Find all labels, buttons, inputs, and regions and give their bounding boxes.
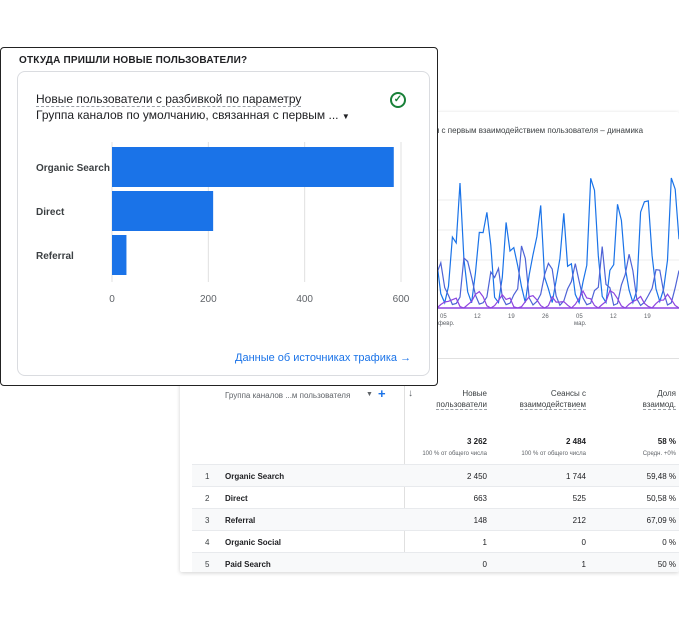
card-title: ОТКУДА ПРИШЛИ НОВЫЕ ПОЛЬЗОВАТЕЛИ? [19,55,248,66]
row-new-users: 148 [473,516,487,525]
x-tick-label: 19 [508,314,515,320]
x-tick-label: 26 [542,314,549,320]
arrow-right-icon: → [400,352,412,364]
category-label: Organic Search [36,163,110,174]
table-row[interactable]: 1 Organic Search 2 450 1 744 59,48 % [192,464,679,487]
x-tick-label: 05 [576,314,583,320]
x-tick-label: мар. [574,321,587,327]
column-header-engaged-sessions[interactable]: Сеансы с взаимодействием [519,389,586,410]
total-sub: 100 % от общего числа [422,451,487,457]
x-tick-label: 0 [109,294,115,305]
row-channel: Referral [225,516,256,525]
total-sub: 100 % от общего числа [521,451,586,457]
total-sub: Средн. +0% [642,451,676,457]
row-engaged-sessions: 0 [581,538,586,547]
row-channel: Paid Search [225,560,271,569]
row-index: 4 [205,538,210,547]
row-index: 1 [205,472,210,481]
series-line [437,177,679,305]
x-tick-label: 600 [393,294,410,305]
dimension-selector[interactable]: Группа каналов ...м пользователя [225,391,351,400]
row-new-users: 2 450 [466,472,487,481]
caret-down-icon: ▼ [341,112,350,121]
x-tick-label: 400 [296,294,313,305]
column-header-engagement-rate[interactable]: Доля взаимод. [642,389,676,410]
total-new-users: 3 262 [466,437,487,446]
card-subtitle[interactable]: Новые пользователи с разбивкой по параме… [36,92,302,107]
caret-down-icon[interactable]: ▼ [366,391,373,398]
x-tick-label: 12 [474,314,481,320]
row-new-users: 663 [473,494,487,503]
card-inner: Новые пользователи с разбивкой по параме… [17,71,430,376]
divider [437,358,679,359]
x-tick-label: 19 [644,314,651,320]
bar [112,235,127,275]
row-engaged-sessions: 1 [581,560,586,569]
row-engaged-sessions: 212 [572,516,586,525]
row-engaged-sessions: 1 744 [565,472,586,481]
dimension-dropdown[interactable]: Группа каналов по умолчанию, связанная с… [36,108,350,122]
row-engagement-rate: 67,09 % [646,516,676,525]
table-row[interactable]: 4 Organic Social 1 0 0 % [192,530,679,553]
sort-arrow-icon[interactable]: ↓ [408,388,413,399]
row-channel: Organic Search [225,472,285,481]
row-index: 5 [205,560,210,569]
series-line [437,289,679,309]
total-engaged-sessions: 2 484 [565,437,586,446]
check-icon: ✓ [390,92,406,108]
table-row[interactable]: 2 Direct 663 525 50,58 % [192,486,679,509]
category-label: Direct [36,207,65,218]
table-row[interactable]: 3 Referral 148 212 67,09 % [192,508,679,531]
bar [112,191,214,231]
x-tick-label: 05 [440,314,447,320]
traffic-sources-link[interactable]: Данные об источниках трафика → [235,352,412,364]
row-index: 3 [205,516,210,525]
bar [112,147,394,187]
row-channel: Organic Social [225,538,282,547]
timeseries-title: я с первым взаимодействием пользователя … [435,126,644,135]
row-engagement-rate: 0 % [662,538,676,547]
category-label: Referral [36,251,74,262]
column-header-new-users[interactable]: Новые пользователи [436,389,487,410]
table-row[interactable]: 5 Paid Search 0 1 50 % [192,552,679,572]
row-engagement-rate: 50,58 % [646,494,676,503]
row-channel: Direct [225,494,248,503]
row-engagement-rate: 59,48 % [646,472,676,481]
bar-chart: 0 200 400 600 Organic Search Direct Referral [36,142,410,305]
row-new-users: 1 [482,538,487,547]
row-new-users: 0 [482,560,487,569]
new-users-card: ОТКУДА ПРИШЛИ НОВЫЕ ПОЛЬЗОВАТЕЛИ? Новые … [0,47,438,386]
x-tick-label: 12 [610,314,617,320]
x-tick-label: февр. [438,321,455,327]
row-engaged-sessions: 525 [572,494,586,503]
x-tick-label: 200 [200,294,217,305]
add-dimension-icon[interactable]: + [378,386,386,401]
row-index: 2 [205,494,210,503]
row-engagement-rate: 50 % [657,560,676,569]
total-engagement-rate: 58 % [657,437,676,446]
series-line [437,245,679,307]
